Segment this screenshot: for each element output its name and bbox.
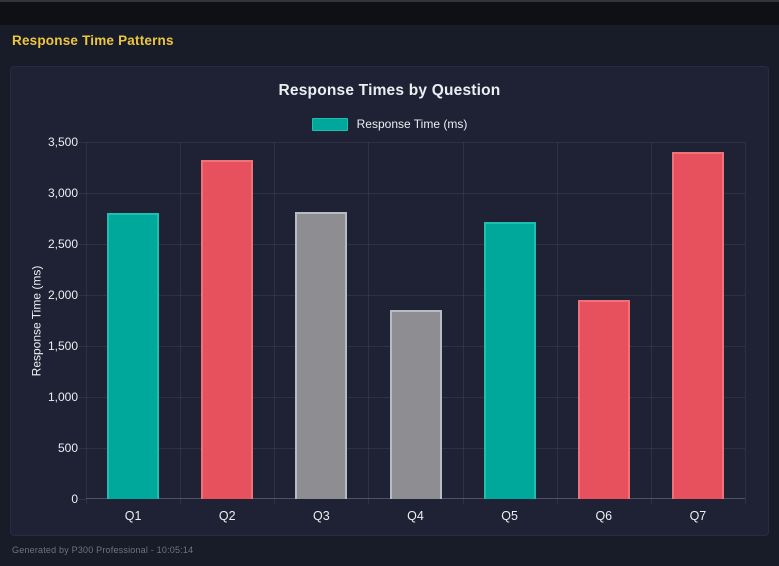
y-tick-mark	[79, 244, 86, 245]
gridline-x	[180, 142, 182, 499]
x-tick-mark	[462, 499, 464, 504]
x-tick-label-Q4: Q4	[407, 509, 424, 523]
x-tick-mark	[274, 499, 276, 504]
gridline-y	[86, 295, 745, 296]
legend-label: Response Time (ms)	[356, 117, 468, 131]
legend-item-response-time[interactable]: Response Time (ms)	[11, 116, 768, 132]
window-top-bar	[0, 0, 779, 25]
bar-Q5[interactable]	[483, 221, 536, 499]
x-tick-mark	[745, 499, 746, 504]
x-tick-label-Q1: Q1	[124, 509, 142, 523]
gridline-x	[745, 142, 746, 499]
y-tick-label: 3,000	[47, 185, 78, 200]
bar-Q2[interactable]	[201, 159, 254, 499]
gridline-y	[86, 244, 745, 245]
gridline-x	[462, 142, 464, 499]
x-tick-label-Q3: Q3	[313, 509, 330, 523]
x-axis-labels: Q1 Q2 Q3 Q4 Q5 Q6 Q7	[86, 509, 745, 527]
y-tick-label: 1,000	[47, 390, 78, 404]
bar-Q1[interactable]	[107, 213, 160, 499]
plot-area	[79, 142, 746, 504]
y-tick-mark	[79, 448, 86, 449]
y-tick-label: 2,500	[47, 236, 78, 251]
x-tick-label-Q7: Q7	[689, 509, 707, 523]
bar-Q6[interactable]	[577, 300, 630, 499]
bar-Q3[interactable]	[295, 212, 348, 499]
x-tick-label-Q2: Q2	[218, 509, 236, 523]
gridline-x	[368, 142, 370, 499]
y-tick-mark	[79, 346, 86, 347]
x-tick-mark	[650, 499, 652, 504]
page-title: Response Time Patterns	[12, 33, 174, 48]
y-tick-label: 1,500	[47, 338, 78, 353]
bar-Q7[interactable]	[671, 152, 724, 499]
y-tick-label: 2,000	[47, 288, 78, 302]
y-axis-tick-labels: 0 500 1,000 1,500 2,000 2,500 3,000 3,500	[11, 135, 78, 506]
y-tick-label: 500	[57, 441, 78, 455]
y-tick-mark	[79, 193, 86, 194]
y-tick-mark	[79, 142, 86, 143]
y-tick-mark	[79, 397, 86, 398]
x-tick-label-Q5: Q5	[501, 509, 518, 523]
x-tick-label-Q6: Q6	[595, 509, 613, 523]
gridline-x	[274, 142, 276, 499]
x-tick-mark	[368, 499, 370, 504]
footer-status: Generated by P300 Professional - 10:05:1…	[12, 545, 194, 555]
y-tick-mark	[79, 499, 86, 500]
gridline-y	[86, 193, 745, 194]
x-tick-mark	[180, 499, 182, 504]
x-tick-mark	[86, 499, 87, 504]
gridline-y	[86, 142, 745, 143]
x-tick-mark	[556, 499, 558, 504]
bar-Q4[interactable]	[389, 310, 442, 499]
gridline-x	[86, 142, 87, 499]
y-tick-mark	[79, 295, 86, 296]
y-tick-label: 3,500	[47, 135, 78, 149]
gridline-x	[650, 142, 652, 499]
chart-title: Response Times by Question	[278, 82, 501, 99]
legend-swatch-icon	[311, 117, 348, 131]
gridline-x	[556, 142, 558, 499]
y-tick-label: 0	[71, 492, 78, 506]
chart-card: Response Times by Question Response Time…	[10, 66, 769, 536]
